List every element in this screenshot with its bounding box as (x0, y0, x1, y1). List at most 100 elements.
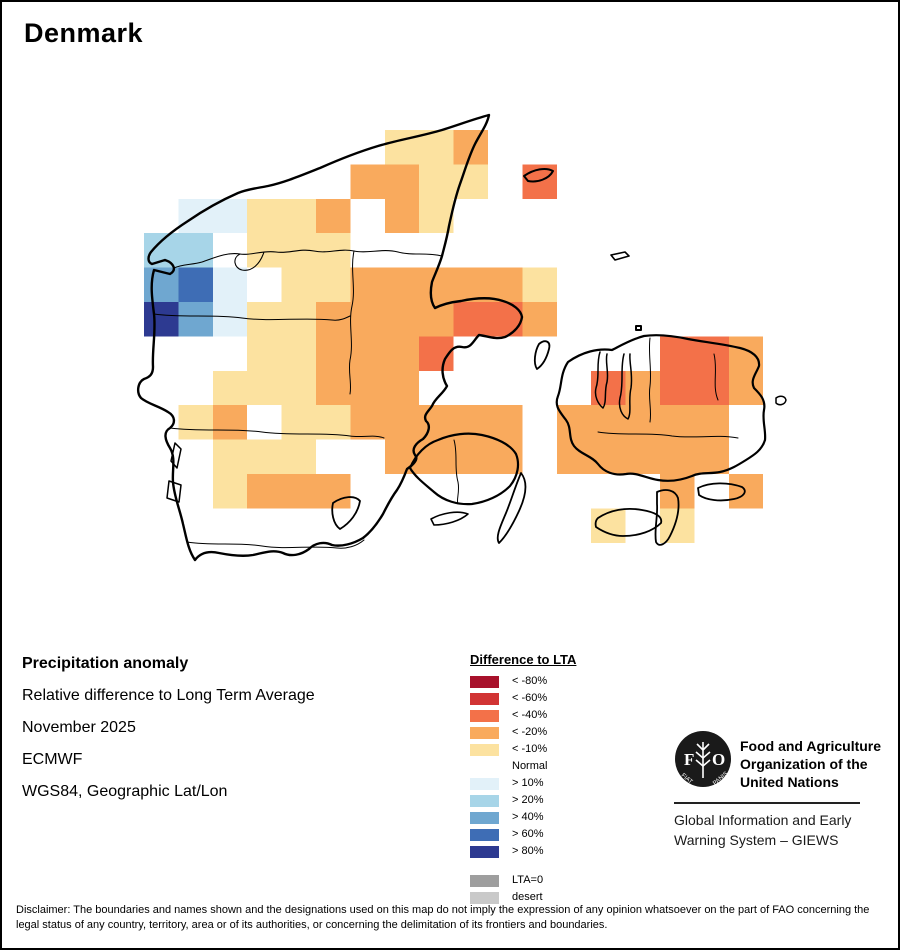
legend-label: < -40% (512, 709, 548, 721)
map-cell (281, 439, 316, 474)
legend-swatch-+20 (470, 795, 499, 807)
legend-rows: < -80% < -60% < -40% < -20% < -10% Normal > 10… (470, 674, 630, 907)
admin-boundaries-zealand (597, 337, 739, 439)
legend-label: > 80% (512, 845, 544, 857)
map-cell (247, 370, 282, 406)
island-hven (775, 395, 787, 406)
map-cell (350, 405, 385, 440)
map-cell (384, 198, 420, 234)
map-cell (384, 130, 420, 165)
map-cell (178, 405, 213, 440)
map-cell (350, 336, 385, 371)
legend-swatch-+60 (470, 829, 499, 841)
map-cell (419, 439, 454, 474)
map-cell (453, 130, 488, 165)
map-cell (212, 474, 248, 509)
legend-row--10: < -10% (470, 742, 630, 759)
island-romo (166, 480, 182, 503)
map-cell (350, 267, 385, 302)
map-cell (178, 302, 213, 337)
map-cell (212, 267, 248, 302)
legend-label: > 10% (512, 777, 544, 789)
legend-row-lta0: LTA=0 (470, 873, 630, 890)
map-cell (281, 267, 316, 302)
map-cell (247, 439, 282, 474)
fao-separator (674, 802, 860, 804)
legend-label: < -80% (512, 675, 548, 687)
wheat-icon (695, 742, 711, 778)
legend-label: > 60% (512, 828, 544, 840)
map-cell (144, 302, 179, 337)
map-cell (316, 267, 351, 302)
zealand-fjords (594, 351, 633, 420)
map-cell (384, 370, 420, 406)
map-cell (660, 336, 695, 371)
legend-swatch-normal (470, 761, 499, 773)
legend-swatch-lta0 (470, 875, 499, 887)
map-cell (281, 336, 316, 371)
island-langeland (496, 472, 527, 544)
map-cell (728, 370, 764, 406)
map-cell (316, 336, 351, 371)
map-cell (728, 336, 764, 371)
legend-row-+80: > 80% (470, 844, 630, 861)
map-subject-heading: Precipitation anomaly (22, 655, 189, 672)
legend-label: LTA=0 (512, 874, 544, 886)
map-cell (384, 302, 420, 337)
map-cell (419, 164, 454, 199)
svg-text:O: O (712, 750, 725, 769)
map-cell (384, 439, 420, 474)
legend-label: > 40% (512, 811, 544, 823)
island-samso (533, 340, 551, 370)
fao-logo: F O FIAT PANIS (675, 731, 731, 787)
map-cell (591, 439, 626, 474)
island-als (331, 496, 361, 530)
island-lolland (594, 507, 663, 537)
map-cell (212, 439, 248, 474)
legend-row--60: < -60% (470, 691, 630, 708)
legend-swatch-+40 (470, 812, 499, 824)
legend-title: Difference to LTA (470, 652, 577, 667)
map-cell (281, 198, 316, 234)
legend-label: < -10% (512, 743, 548, 755)
map-cell (694, 405, 729, 440)
map-cell (660, 439, 695, 474)
map-cell (247, 474, 282, 509)
map-cell (728, 474, 764, 509)
map-cell (212, 198, 248, 234)
limfjord-line (173, 249, 443, 271)
admin-boundaries-jutland (153, 250, 385, 549)
legend-row--20: < -20% (470, 725, 630, 742)
map-info-line: WGS84, Geographic Lat/Lon (22, 783, 228, 800)
map-cell (350, 302, 385, 337)
map-cell (556, 405, 592, 440)
legend-swatch-desert (470, 892, 499, 904)
legend-swatch-+80 (470, 846, 499, 858)
map-info-line: November 2025 (22, 719, 136, 736)
legend-row-normal: Normal (470, 759, 630, 776)
map-cell (694, 439, 729, 474)
map-cell (247, 336, 282, 371)
map-cell (212, 302, 248, 337)
map-cell (247, 198, 282, 234)
map-cell (419, 405, 454, 440)
map-cell (178, 233, 213, 268)
map-cell (453, 439, 488, 474)
map-cell (350, 370, 385, 406)
map-cell (384, 164, 420, 199)
map-cell (660, 405, 695, 440)
legend-swatch--40 (470, 710, 499, 722)
fao-name: Food and Agriculture Organization of the… (740, 738, 882, 790)
legend-row-+40: > 40% (470, 810, 630, 827)
map-cell (522, 302, 557, 337)
coastline-jutland (136, 113, 524, 562)
map-cell (694, 370, 729, 406)
coastline-zealand (555, 334, 767, 482)
map-cell (488, 267, 523, 302)
legend-swatch--80 (470, 676, 499, 688)
legend-row-+60: > 60% (470, 827, 630, 844)
legend-swatch-+10 (470, 778, 499, 790)
map-cell (660, 370, 695, 406)
